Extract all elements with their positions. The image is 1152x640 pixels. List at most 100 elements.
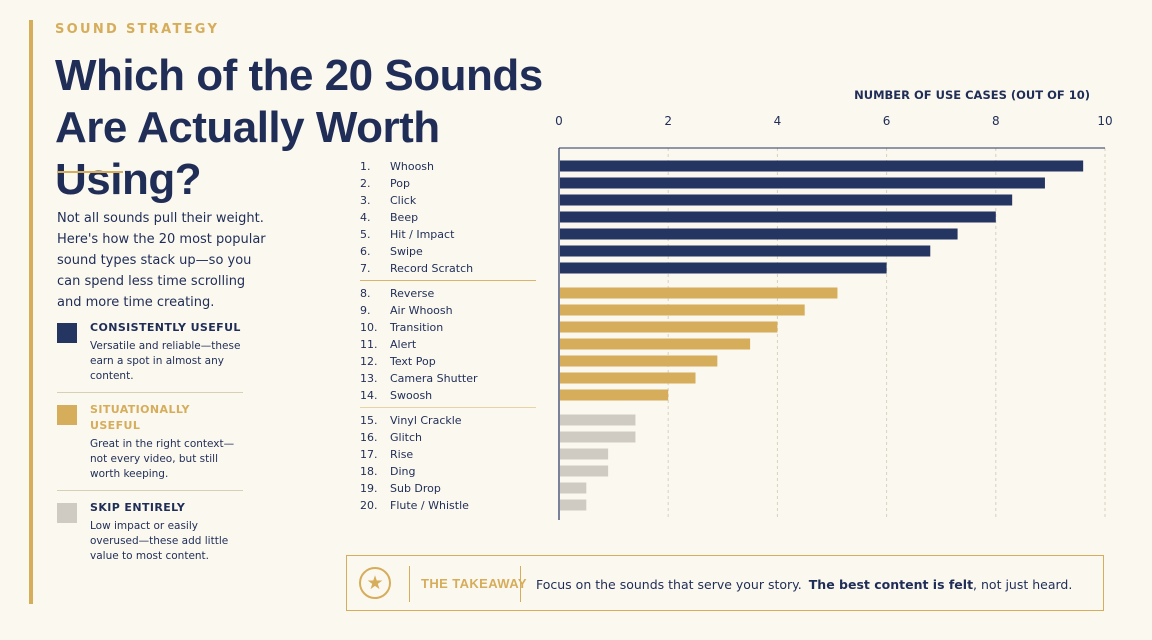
rank-label: 1. <box>360 160 371 173</box>
rank-label: 14. <box>360 389 378 402</box>
chart-title: NUMBER OF USE CASES (OUT OF 10) <box>854 88 1090 102</box>
rank-label: 15. <box>360 414 378 427</box>
takeaway-box: ★ THE TAKEAWAY Focus on the sounds that … <box>346 555 1104 611</box>
category-label: Hit / Impact <box>390 228 455 241</box>
chart-bars <box>560 160 1084 511</box>
rank-label: 7. <box>360 262 371 275</box>
bar <box>560 287 838 299</box>
category-label: Glitch <box>390 431 422 444</box>
category-label: Flute / Whistle <box>390 499 469 512</box>
category-label: Sub Drop <box>390 482 441 495</box>
bar <box>560 211 996 223</box>
takeaway-label: THE TAKEAWAY <box>421 576 527 591</box>
bar <box>560 372 696 384</box>
rank-label: 10. <box>360 321 378 334</box>
bar <box>560 414 636 426</box>
bar <box>560 338 751 350</box>
category-label: Vinyl Crackle <box>390 414 462 427</box>
bar <box>560 245 931 257</box>
category-label: Rise <box>390 448 413 461</box>
legend-item-consistently-useful: CONSISTENTLY USEFUL Versatile and reliab… <box>57 320 243 392</box>
rank-label: 8. <box>360 287 371 300</box>
bar <box>560 499 587 511</box>
rank-label: 11. <box>360 338 378 351</box>
divider <box>409 566 410 602</box>
bar <box>560 448 609 460</box>
category-label: Text Pop <box>389 355 436 368</box>
x-tick-label: 2 <box>664 114 672 128</box>
legend-title: SITUATIONALLY USEFUL <box>90 403 190 432</box>
rank-label: 20. <box>360 499 378 512</box>
eyebrow-label: SOUND STRATEGY <box>55 22 220 37</box>
legend-title: CONSISTENTLY USEFUL <box>90 321 241 334</box>
takeaway-ending: , not just heard. <box>973 577 1073 592</box>
category-label: Ding <box>390 465 415 478</box>
x-tick-label: 8 <box>992 114 1000 128</box>
takeaway-text: Focus on the sounds that serve your stor… <box>536 577 1072 592</box>
x-axis-ticks: 0 2 4 6 8 10 <box>555 114 1112 128</box>
category-label: Transition <box>389 321 443 334</box>
rank-label: 12. <box>360 355 378 368</box>
bar <box>560 321 778 333</box>
bar-chart: NUMBER OF USE CASES (OUT OF 10) 0 2 4 6 8 10 … <box>360 88 1113 520</box>
title-divider <box>57 171 123 173</box>
bar <box>560 177 1045 189</box>
x-tick-label: 6 <box>883 114 891 128</box>
rank-label: 18. <box>360 465 378 478</box>
legend-description: Low impact or easily overused—these add … <box>90 520 229 562</box>
bar <box>560 355 718 367</box>
bar <box>560 262 887 274</box>
bar <box>560 160 1084 172</box>
category-label: Record Scratch <box>390 262 473 275</box>
category-label: Camera Shutter <box>390 372 478 385</box>
bar <box>560 304 805 316</box>
category-label: Beep <box>390 211 418 224</box>
category-label: Alert <box>390 338 417 351</box>
category-labels: 1. Whoosh 2. Pop 3. Click 4. Beep 5. Hit / Impact… <box>360 160 478 512</box>
rank-label: 9. <box>360 304 371 317</box>
bar <box>560 465 609 477</box>
rank-label: 19. <box>360 482 378 495</box>
chart-grid <box>360 147 1106 520</box>
legend-swatch-gray <box>57 503 77 523</box>
category-label: Air Whoosh <box>390 304 453 317</box>
rank-label: 3. <box>360 194 371 207</box>
rank-label: 5. <box>360 228 371 241</box>
bar <box>560 194 1013 206</box>
title-line-1: Which of the 20 Sounds <box>55 51 543 100</box>
legend-description: Great in the right context—not every vid… <box>90 438 235 480</box>
divider <box>520 566 521 602</box>
legend-item-skip-entirely: SKIP ENTIRELY Low impact or easily overu… <box>57 490 243 572</box>
star-icon: ★ <box>359 567 391 599</box>
accent-rule <box>29 20 33 604</box>
page-title: Which of the 20 Sounds Are Actually Wort… <box>55 50 555 206</box>
takeaway-emphasis: The best content is felt <box>808 577 974 592</box>
category-label: Swoosh <box>390 389 432 402</box>
legend-swatch-gold <box>57 405 77 425</box>
category-label: Pop <box>390 177 410 190</box>
legend: CONSISTENTLY USEFUL Versatile and reliab… <box>57 320 243 572</box>
takeaway-message: Focus on the sounds that serve your stor… <box>536 577 802 592</box>
x-tick-label: 0 <box>555 114 563 128</box>
category-label: Swipe <box>390 245 423 258</box>
rank-label: 4. <box>360 211 371 224</box>
rank-label: 13. <box>360 372 378 385</box>
bar <box>560 389 669 401</box>
rank-label: 16. <box>360 431 378 444</box>
category-label: Whoosh <box>390 160 434 173</box>
title-line-2: Are Actually Worth Using? <box>55 103 440 204</box>
legend-swatch-navy <box>57 323 77 343</box>
bar <box>560 228 958 240</box>
rank-label: 2. <box>360 177 371 190</box>
x-tick-label: 4 <box>774 114 782 128</box>
rank-label: 17. <box>360 448 378 461</box>
category-label: Reverse <box>390 287 434 300</box>
legend-description: Versatile and reliable—these earn a spot… <box>90 340 241 382</box>
legend-title: SKIP ENTIRELY <box>90 501 186 514</box>
bar <box>560 431 636 443</box>
rank-label: 6. <box>360 245 371 258</box>
legend-item-situationally-useful: SITUATIONALLY USEFUL Great in the right … <box>57 392 243 490</box>
category-label: Click <box>390 194 417 207</box>
x-tick-label: 10 <box>1097 114 1112 128</box>
intro-text: Not all sounds pull their weight. Here's… <box>57 211 266 310</box>
